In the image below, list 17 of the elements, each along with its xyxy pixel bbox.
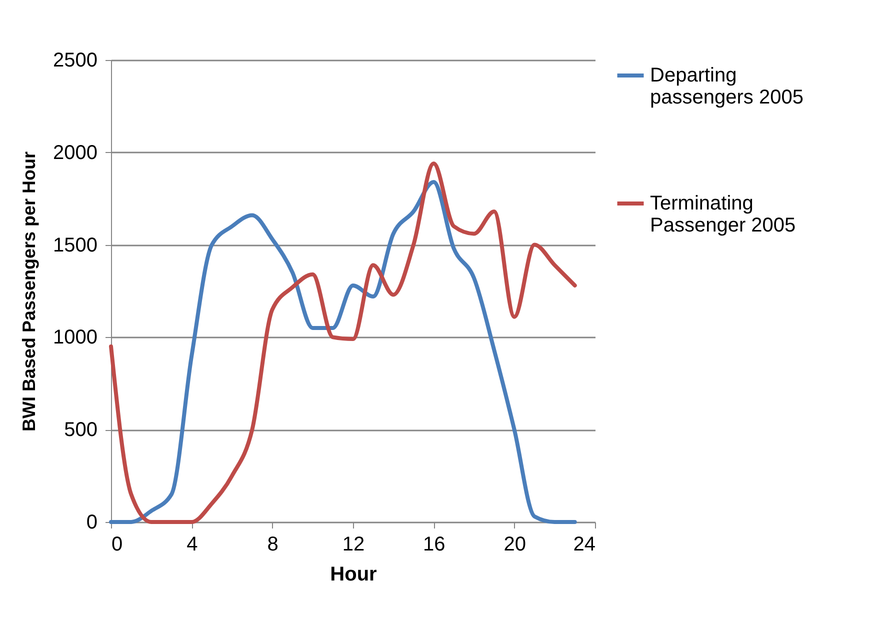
x-tick-label: 8 (267, 534, 278, 556)
x-tick-label: 12 (342, 534, 365, 556)
y-tick-label: 1000 (53, 326, 98, 349)
y-tick-label: 2000 (53, 142, 98, 164)
y-tick-label: 2500 (53, 50, 98, 72)
x-tick-label: 16 (423, 534, 446, 556)
x-tick-label: 0 (112, 534, 123, 556)
x-tick-label: 4 (186, 534, 198, 556)
y-axis-title: BWI Based Passengers per Hour (19, 151, 40, 432)
x-tick-label: 24 (573, 534, 596, 556)
y-tick-label: 1500 (53, 234, 98, 256)
y-tick-label: 0 (86, 512, 98, 534)
y-tick-label: 500 (64, 419, 98, 442)
x-tick-label: 20 (504, 534, 526, 556)
legend-label: Terminating Passenger 2005 (650, 192, 796, 236)
x-axis-title: Hour (330, 564, 378, 586)
legend-label: Departing passengers 2005 (650, 64, 804, 108)
